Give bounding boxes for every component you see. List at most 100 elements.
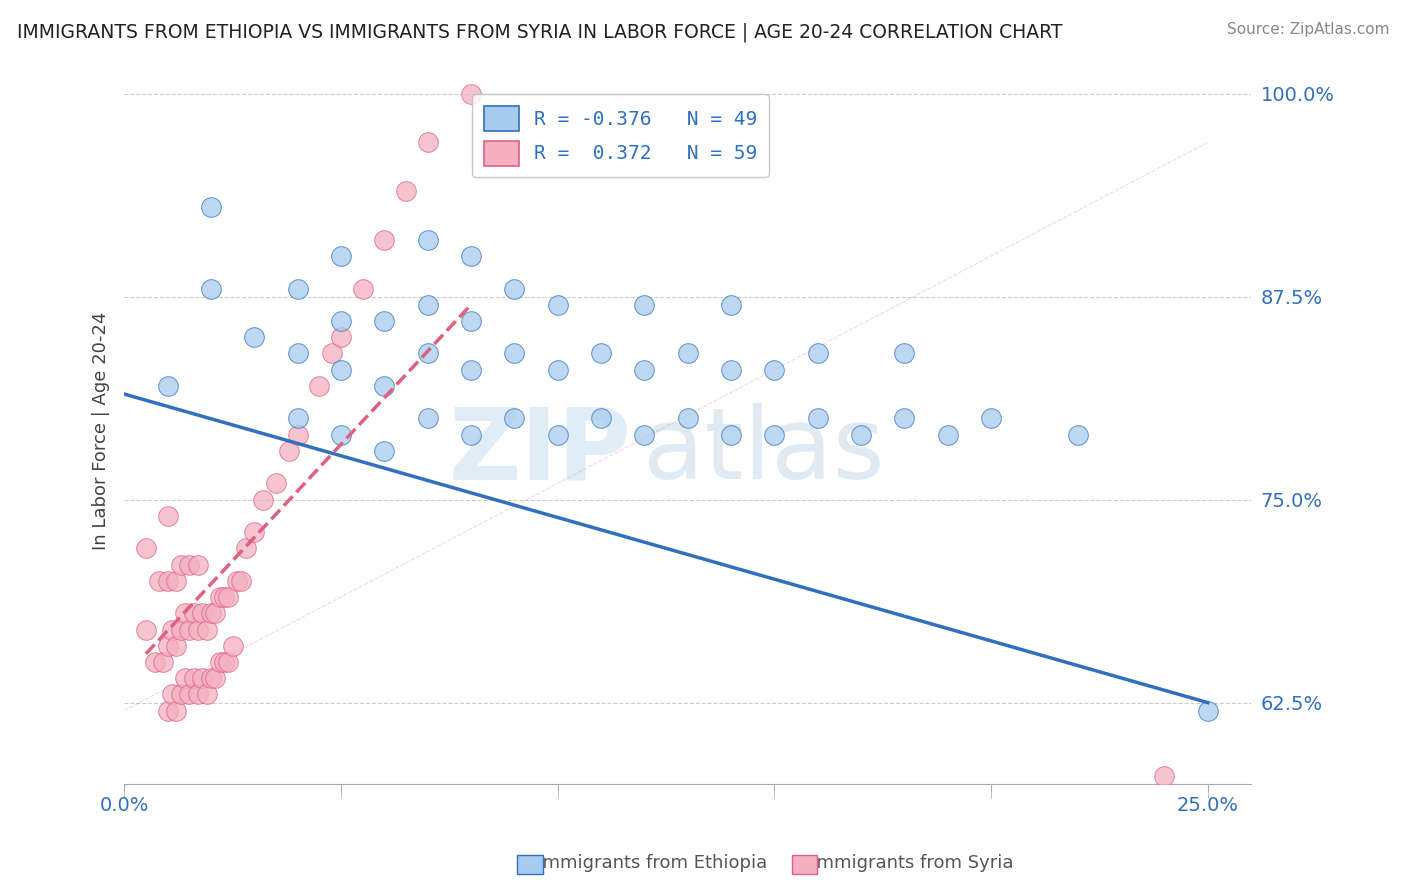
Point — [156, 704, 179, 718]
Point — [183, 607, 205, 621]
Point — [169, 688, 191, 702]
Point — [321, 346, 343, 360]
Point — [287, 281, 309, 295]
Point — [204, 607, 226, 621]
Legend: R = -0.376   N = 49, R =  0.372   N = 59: R = -0.376 N = 49, R = 0.372 N = 59 — [472, 95, 769, 178]
Point — [160, 623, 183, 637]
Point — [243, 330, 266, 344]
Point — [152, 655, 174, 669]
Point — [179, 558, 201, 572]
Point — [395, 184, 418, 198]
Text: Immigrants from Syria: Immigrants from Syria — [794, 855, 1014, 872]
Point — [191, 671, 214, 685]
Point — [156, 379, 179, 393]
Point — [277, 443, 299, 458]
Point — [720, 298, 742, 312]
Point — [460, 427, 482, 442]
Text: atlas: atlas — [643, 403, 884, 500]
Point — [217, 655, 239, 669]
Point — [187, 688, 209, 702]
Point — [156, 574, 179, 588]
Point — [287, 346, 309, 360]
Point — [169, 623, 191, 637]
Point — [208, 590, 231, 604]
Point — [195, 688, 218, 702]
Point — [212, 590, 235, 604]
Point — [217, 590, 239, 604]
Point — [329, 362, 352, 376]
Point — [225, 574, 247, 588]
Point — [287, 427, 309, 442]
Point — [633, 427, 655, 442]
Point — [373, 233, 395, 247]
Point — [893, 346, 915, 360]
Point — [1066, 427, 1088, 442]
Point — [373, 314, 395, 328]
Point — [329, 249, 352, 263]
Point — [547, 298, 569, 312]
Point — [460, 362, 482, 376]
Point — [373, 379, 395, 393]
Point — [416, 346, 439, 360]
Point — [200, 671, 222, 685]
Point — [503, 281, 526, 295]
Point — [676, 346, 699, 360]
Point — [807, 346, 830, 360]
Point — [589, 411, 612, 425]
Y-axis label: In Labor Force | Age 20-24: In Labor Force | Age 20-24 — [93, 311, 110, 549]
Point — [148, 574, 170, 588]
Point — [547, 362, 569, 376]
Point — [165, 574, 187, 588]
Point — [763, 427, 786, 442]
Point — [235, 541, 257, 556]
Point — [200, 200, 222, 214]
Point — [416, 136, 439, 150]
Point — [208, 655, 231, 669]
Point — [252, 492, 274, 507]
Point — [720, 427, 742, 442]
Point — [329, 330, 352, 344]
Point — [547, 427, 569, 442]
Point — [183, 671, 205, 685]
Point — [179, 688, 201, 702]
Point — [416, 298, 439, 312]
Point — [849, 427, 872, 442]
Point — [174, 671, 197, 685]
Point — [221, 639, 243, 653]
Point — [191, 607, 214, 621]
Point — [893, 411, 915, 425]
Point — [204, 671, 226, 685]
Point — [160, 688, 183, 702]
Point — [460, 249, 482, 263]
Point — [308, 379, 330, 393]
Text: Immigrants from Ethiopia: Immigrants from Ethiopia — [520, 855, 768, 872]
Text: Source: ZipAtlas.com: Source: ZipAtlas.com — [1226, 22, 1389, 37]
Point — [135, 623, 157, 637]
Point — [212, 655, 235, 669]
Point — [720, 362, 742, 376]
Point — [165, 639, 187, 653]
Point — [143, 655, 166, 669]
Point — [633, 298, 655, 312]
Point — [195, 623, 218, 637]
Point — [589, 346, 612, 360]
Point — [373, 443, 395, 458]
Point — [329, 314, 352, 328]
Text: ZIP: ZIP — [449, 403, 631, 500]
Point — [264, 476, 287, 491]
Point — [460, 314, 482, 328]
Point — [329, 427, 352, 442]
Point — [503, 411, 526, 425]
Point — [763, 362, 786, 376]
Point — [503, 346, 526, 360]
Point — [980, 411, 1002, 425]
Point — [156, 639, 179, 653]
Point — [165, 704, 187, 718]
Point — [676, 411, 699, 425]
Point — [352, 281, 374, 295]
Point — [807, 411, 830, 425]
Point — [416, 411, 439, 425]
Point — [156, 508, 179, 523]
Point — [1153, 769, 1175, 783]
Point — [416, 233, 439, 247]
